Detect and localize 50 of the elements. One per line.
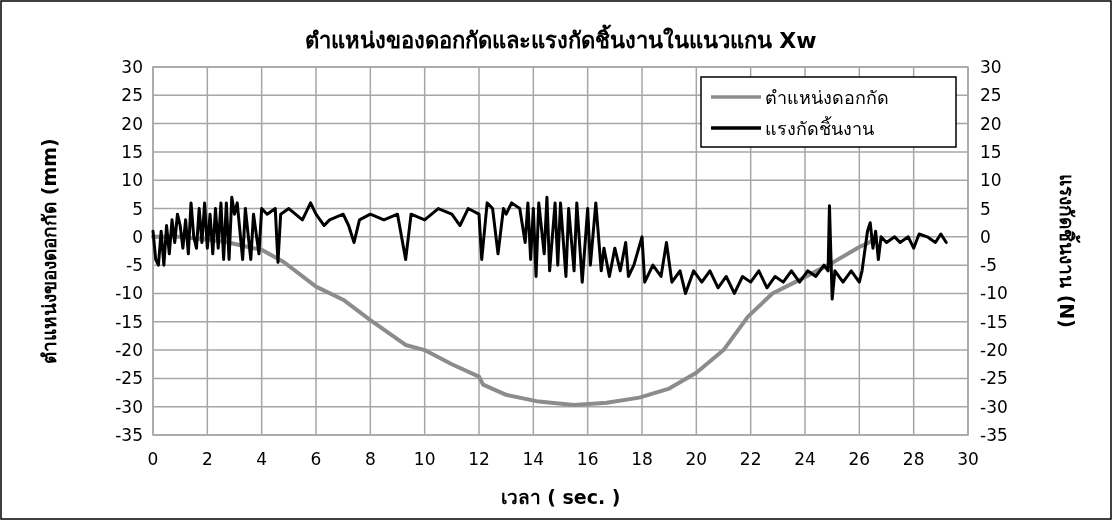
y-tick-label: 25 [121, 85, 143, 106]
x-axis-title: เวลา ( sec. ) [500, 486, 621, 508]
y2-tick-label: -5 [980, 255, 997, 276]
x-tick-label: 6 [310, 449, 322, 469]
x-tick-label: 12 [468, 449, 490, 469]
x-tick-label: 28 [902, 449, 925, 469]
y-tick-label: 5 [132, 198, 143, 219]
y2-tick-label: 0 [980, 226, 991, 247]
y-tick-label: -30 [115, 396, 143, 417]
legend-label: แรงกัดชิ้นงาน [765, 116, 874, 139]
y2-tick-label: -35 [980, 425, 1008, 445]
y-tick-label: -15 [115, 311, 143, 332]
y2-tick-label: -15 [980, 311, 1008, 332]
x-tick-label: 2 [201, 449, 213, 469]
y-tick-label: -35 [115, 425, 143, 445]
y-tick-label: -20 [115, 340, 143, 361]
chart-title: ตำแหน่งของดอกกัดและแรงกัดชิ้นงานในแนวแกน Xw [304, 24, 817, 53]
x-tick-label: 14 [522, 449, 545, 469]
x-tick-label: 4 [256, 449, 268, 469]
y2-axis-title: แรงกัดชิ้นงาน (N) [1056, 174, 1081, 328]
x-tick-label: 26 [848, 449, 871, 469]
x-tick-label: 22 [739, 449, 762, 469]
x-tick-label: 24 [794, 449, 816, 469]
x-tick-label: 0 [147, 449, 159, 469]
y-tick-label: 10 [121, 170, 143, 191]
y2-tick-label: 5 [980, 198, 991, 219]
y-tick-label: 0 [132, 226, 143, 247]
y-tick-label: -10 [115, 283, 143, 304]
y-tick-label: 30 [121, 57, 143, 77]
y-tick-label: 20 [121, 113, 143, 134]
y2-tick-label: 15 [980, 141, 1002, 162]
y2-tick-label: 20 [980, 113, 1002, 134]
x-tick-label: 18 [631, 449, 653, 469]
x-tick-label: 8 [364, 449, 376, 469]
y2-tick-label: -20 [980, 340, 1008, 361]
x-tick-label: 20 [685, 449, 708, 469]
legend-label: ตำแหน่งดอกกัด [765, 87, 889, 108]
y-tick-label: -25 [115, 368, 143, 389]
x-tick-label: 30 [957, 449, 979, 469]
y-tick-label: 15 [121, 141, 143, 162]
y2-tick-label: 10 [980, 170, 1002, 191]
y2-tick-label: -10 [980, 283, 1008, 304]
y2-tick-label: 25 [980, 85, 1002, 106]
y2-tick-label: 30 [980, 57, 1002, 77]
y2-tick-label: -25 [980, 368, 1008, 389]
x-tick-label: 10 [413, 449, 436, 469]
y-axis-title: ตำแหน่งของดอกกัด (mm) [38, 138, 60, 364]
y-tick-label: -5 [126, 255, 143, 276]
y2-tick-label: -30 [980, 396, 1008, 417]
x-tick-label: 16 [576, 449, 599, 469]
